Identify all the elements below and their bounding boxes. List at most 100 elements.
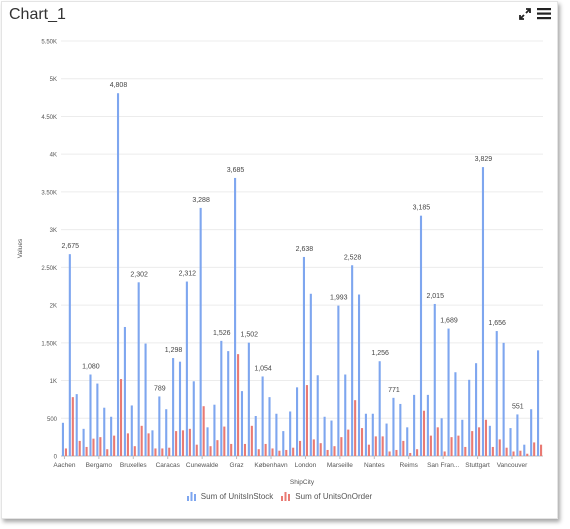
bar-units-in-stock[interactable] xyxy=(468,379,471,456)
bar-units-in-stock[interactable] xyxy=(502,342,505,456)
legend-item-units-on-order[interactable]: Sum of UnitsOnOrder xyxy=(281,492,372,501)
bar-units-on-order[interactable] xyxy=(250,425,253,456)
bar-units-in-stock[interactable] xyxy=(523,444,526,456)
bar-units-in-stock[interactable] xyxy=(172,358,175,456)
bar-units-on-order[interactable] xyxy=(71,397,74,456)
bar-units-in-stock[interactable] xyxy=(330,420,333,456)
bar-units-on-order[interactable] xyxy=(360,428,364,456)
bar-units-in-stock[interactable] xyxy=(357,294,361,456)
bar-units-in-stock[interactable] xyxy=(364,413,367,456)
bar-units-in-stock[interactable] xyxy=(206,427,209,456)
bar-units-in-stock[interactable] xyxy=(82,428,85,456)
bar-units-in-stock[interactable] xyxy=(440,418,443,456)
bar-units-on-order[interactable] xyxy=(478,427,481,456)
bar-units-in-stock[interactable] xyxy=(68,254,71,456)
bar-units-on-order[interactable] xyxy=(140,425,143,456)
bar-units-in-stock[interactable] xyxy=(151,430,154,456)
bar-units-in-stock[interactable] xyxy=(302,256,305,456)
bar-units-in-stock[interactable] xyxy=(254,416,257,456)
bar-units-on-order[interactable] xyxy=(367,444,370,456)
bar-units-on-order[interactable] xyxy=(340,437,343,456)
bar-units-in-stock[interactable] xyxy=(75,394,78,456)
bar-units-in-stock[interactable] xyxy=(392,397,395,456)
bar-units-on-order[interactable] xyxy=(347,429,350,456)
bar-units-in-stock[interactable] xyxy=(481,167,485,457)
bar-units-on-order[interactable] xyxy=(526,453,529,456)
bar-units-on-order[interactable] xyxy=(519,450,522,456)
bar-units-in-stock[interactable] xyxy=(516,414,519,456)
bar-units-in-stock[interactable] xyxy=(385,423,388,456)
bar-units-on-order[interactable] xyxy=(388,451,391,456)
bar-units-in-stock[interactable] xyxy=(103,407,106,456)
bar-units-on-order[interactable] xyxy=(113,435,116,456)
bar-units-on-order[interactable] xyxy=(319,443,322,456)
bar-units-on-order[interactable] xyxy=(64,448,67,456)
bar-units-in-stock[interactable] xyxy=(89,374,92,456)
bar-units-on-order[interactable] xyxy=(457,435,460,456)
bar-units-on-order[interactable] xyxy=(106,449,109,456)
bar-units-on-order[interactable] xyxy=(409,452,412,456)
bar-units-in-stock[interactable] xyxy=(413,394,416,456)
bar-units-on-order[interactable] xyxy=(85,446,88,456)
bar-units-on-order[interactable] xyxy=(429,435,432,456)
bar-units-on-order[interactable] xyxy=(498,439,501,456)
bar-units-in-stock[interactable] xyxy=(316,375,319,456)
bar-units-on-order[interactable] xyxy=(333,446,336,456)
bar-units-in-stock[interactable] xyxy=(185,281,188,456)
bar-units-on-order[interactable] xyxy=(216,440,219,456)
bar-units-in-stock[interactable] xyxy=(447,328,450,456)
bar-units-in-stock[interactable] xyxy=(144,343,147,456)
bar-units-in-stock[interactable] xyxy=(123,326,126,456)
bar-units-in-stock[interactable] xyxy=(178,361,182,456)
bar-units-on-order[interactable] xyxy=(271,448,274,456)
bar-units-in-stock[interactable] xyxy=(137,282,140,456)
bar-units-in-stock[interactable] xyxy=(323,416,326,456)
bar-units-on-order[interactable] xyxy=(422,410,426,456)
bar-units-in-stock[interactable] xyxy=(309,293,312,456)
bar-units-on-order[interactable] xyxy=(223,426,226,456)
bar-units-on-order[interactable] xyxy=(181,430,185,456)
bar-units-on-order[interactable] xyxy=(443,451,446,456)
bar-units-on-order[interactable] xyxy=(202,406,205,456)
bar-units-on-order[interactable] xyxy=(264,443,267,456)
bar-units-in-stock[interactable] xyxy=(475,363,478,456)
bar-units-in-stock[interactable] xyxy=(495,331,498,456)
bar-units-in-stock[interactable] xyxy=(96,383,99,456)
bar-units-on-order[interactable] xyxy=(92,438,95,456)
bar-units-in-stock[interactable] xyxy=(406,427,409,456)
bar-units-on-order[interactable] xyxy=(471,431,474,456)
bar-units-on-order[interactable] xyxy=(188,428,191,456)
bar-units-in-stock[interactable] xyxy=(110,416,113,456)
bar-units-in-stock[interactable] xyxy=(61,422,64,456)
bar-units-in-stock[interactable] xyxy=(199,207,202,456)
bar-units-on-order[interactable] xyxy=(354,400,357,456)
bar-units-in-stock[interactable] xyxy=(116,93,120,457)
expand-arrows-icon[interactable] xyxy=(519,8,531,20)
bar-units-on-order[interactable] xyxy=(237,354,240,456)
bar-units-in-stock[interactable] xyxy=(234,177,237,456)
bar-units-on-order[interactable] xyxy=(312,439,315,456)
bar-units-in-stock[interactable] xyxy=(433,303,436,456)
hamburger-menu-icon[interactable] xyxy=(537,7,551,20)
bar-units-in-stock[interactable] xyxy=(344,374,347,456)
bar-units-on-order[interactable] xyxy=(416,449,419,456)
bar-units-in-stock[interactable] xyxy=(240,391,244,456)
bar-units-on-order[interactable] xyxy=(230,443,233,456)
bar-units-in-stock[interactable] xyxy=(213,404,216,456)
bar-units-in-stock[interactable] xyxy=(220,340,223,456)
bar-units-in-stock[interactable] xyxy=(454,372,457,456)
bar-units-in-stock[interactable] xyxy=(419,215,423,456)
bar-units-on-order[interactable] xyxy=(381,436,384,456)
bar-units-on-order[interactable] xyxy=(175,431,178,456)
bar-units-on-order[interactable] xyxy=(491,446,494,456)
bar-units-on-order[interactable] xyxy=(464,446,467,456)
bar-units-in-stock[interactable] xyxy=(296,387,299,456)
bar-units-on-order[interactable] xyxy=(99,437,102,456)
bar-units-on-order[interactable] xyxy=(285,449,288,456)
bar-units-on-order[interactable] xyxy=(450,437,453,456)
legend-item-units-in-stock[interactable]: Sum of UnitsInStock xyxy=(186,492,273,501)
bar-units-in-stock[interactable] xyxy=(399,403,402,456)
bar-units-on-order[interactable] xyxy=(292,447,295,456)
bar-units-in-stock[interactable] xyxy=(158,396,161,456)
bar-units-in-stock[interactable] xyxy=(268,397,271,456)
